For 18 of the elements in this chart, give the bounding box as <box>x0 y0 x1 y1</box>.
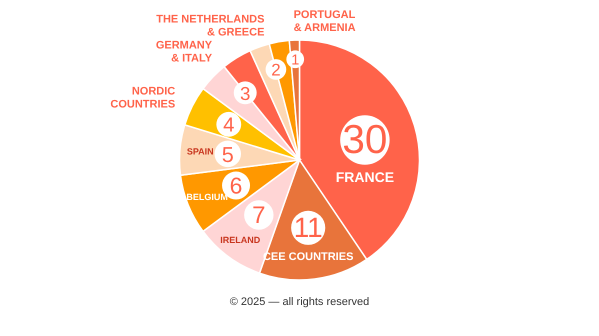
slice-label: GERMANY & ITALY <box>156 40 213 65</box>
text: © 2025 — all rights reserved <box>230 296 370 308</box>
data-label: 3 <box>240 82 250 104</box>
data-label: 7 <box>252 202 266 229</box>
slice-label: THE NETHERLANDS & GREECE <box>156 13 264 38</box>
data-label: 30 <box>342 116 388 162</box>
data-label: 6 <box>230 172 242 199</box>
data-label: 1 <box>291 52 300 68</box>
slice-label: FRANCE <box>336 168 394 185</box>
data-label: 2 <box>271 60 281 80</box>
slice-label: SPAIN <box>186 146 214 157</box>
slice-label: NORDIC COUNTRIES <box>110 85 176 110</box>
slice-label: IRELAND <box>220 235 261 246</box>
slice-label: PORTUGAL & ARMENIA <box>294 8 356 34</box>
data-label: 4 <box>223 114 234 136</box>
data-label: 5 <box>222 142 234 167</box>
slice-label: BELGIUM <box>186 192 228 202</box>
data-label: 11 <box>294 212 323 243</box>
